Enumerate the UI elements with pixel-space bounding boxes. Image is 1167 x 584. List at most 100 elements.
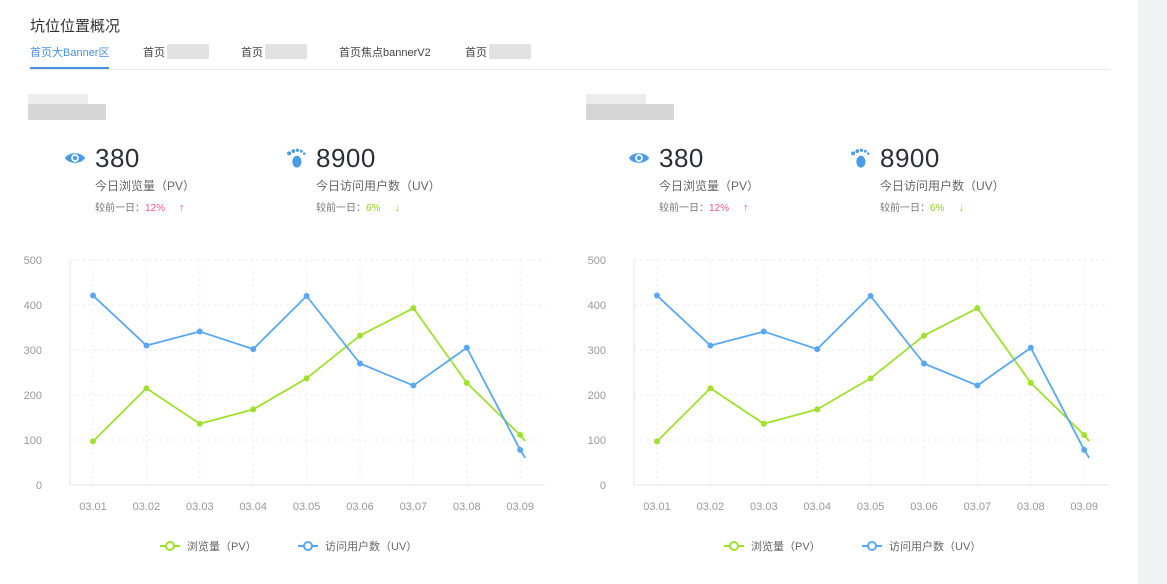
data-point-uv bbox=[410, 382, 417, 389]
x-tick-label: 03.05 bbox=[857, 501, 885, 513]
trend-chart-svg: 0 100 200 300 400 500 03.01 03.02 03.03 03.04 03.0… bbox=[588, 255, 1109, 553]
panel-left: 380 今日浏览量（PV） 较前一日：12% ↑ 8900 今日访问用户数（UV）… bbox=[0, 0, 560, 584]
pv-value: 380 bbox=[95, 143, 140, 173]
data-point-uv bbox=[90, 292, 96, 299]
data-point-pv bbox=[1081, 432, 1088, 439]
x-tick-label: 03.04 bbox=[239, 501, 267, 513]
arrow-down-icon: ↓ bbox=[394, 202, 400, 214]
legend-marker bbox=[729, 541, 739, 551]
legend-label: 访问用户数（UV） bbox=[325, 539, 417, 553]
data-point-pv bbox=[867, 375, 874, 382]
y-tick-label: 100 bbox=[24, 435, 42, 447]
data-point-uv bbox=[250, 346, 257, 353]
compare-value: 12% bbox=[145, 203, 166, 214]
arrow-up-icon: ↑ bbox=[179, 202, 185, 214]
legend-item-uv[interactable]: 访问用户数（UV） bbox=[862, 539, 981, 553]
uv-value: 8900 bbox=[316, 143, 376, 173]
footprint-icon bbox=[851, 148, 870, 168]
data-point-pv bbox=[974, 305, 981, 312]
tab-home-focus-banner-v2[interactable]: 首页焦点bannerV2 bbox=[339, 44, 431, 68]
legend-item-pv[interactable]: 浏览量（PV） bbox=[160, 539, 257, 553]
y-tick-label: 0 bbox=[36, 480, 42, 492]
x-tick-label: 03.07 bbox=[964, 501, 992, 513]
data-point-pv bbox=[517, 432, 524, 439]
eye-icon bbox=[628, 153, 650, 163]
compare-label: 较前一日： bbox=[95, 203, 145, 214]
y-tick-label: 100 bbox=[588, 435, 606, 447]
x-tick-label: 03.06 bbox=[346, 501, 374, 513]
uv-value: 8900 bbox=[880, 143, 940, 173]
x-tick-label: 03.08 bbox=[1017, 501, 1045, 513]
y-tick-label: 300 bbox=[24, 345, 42, 357]
y-tick-label: 200 bbox=[24, 390, 42, 402]
x-tick-label: 03.08 bbox=[453, 501, 481, 513]
y-tick-label: 500 bbox=[588, 255, 606, 267]
compare-value: 6% bbox=[930, 203, 945, 214]
trend-chart-svg: 0 100 200 300 400 500 03.01 03.02 03.03 03.04 03.0… bbox=[24, 255, 545, 553]
x-tick-label: 03.06 bbox=[910, 501, 938, 513]
x-tick-label: 03.07 bbox=[400, 501, 428, 513]
data-point-pv bbox=[463, 379, 470, 386]
legend-item-pv[interactable]: 浏览量（PV） bbox=[724, 539, 821, 553]
data-point-uv bbox=[196, 328, 203, 335]
redacted-panel-title bbox=[28, 94, 123, 122]
data-point-uv bbox=[1081, 446, 1088, 453]
x-tick-label: 03.09 bbox=[1070, 501, 1098, 513]
tab-label: 首页 bbox=[241, 47, 263, 59]
uv-label: 今日访问用户数（UV） bbox=[316, 179, 441, 193]
page-title: 坑位位置概况 bbox=[30, 18, 121, 35]
data-point-pv bbox=[143, 385, 150, 392]
data-point-uv bbox=[303, 293, 310, 299]
data-point-pv bbox=[1027, 379, 1034, 386]
tab-home-big-banner[interactable]: 首页大Banner区 bbox=[30, 44, 110, 69]
redacted-mask bbox=[489, 44, 531, 60]
x-tick-label: 03.03 bbox=[750, 501, 778, 513]
tab-label: 首页焦点bannerV2 bbox=[339, 47, 431, 59]
series-line-pv bbox=[656, 307, 1090, 442]
legend-item-uv[interactable]: 访问用户数（UV） bbox=[298, 539, 417, 553]
data-point-uv bbox=[974, 382, 981, 389]
data-point-pv bbox=[410, 305, 417, 312]
arrow-up-icon: ↑ bbox=[743, 202, 749, 214]
compare-value: 6% bbox=[366, 203, 381, 214]
arrow-down-icon: ↓ bbox=[958, 202, 964, 214]
data-point-uv bbox=[463, 344, 470, 351]
data-point-pv bbox=[814, 406, 821, 413]
data-point-pv bbox=[357, 332, 363, 339]
y-tick-label: 400 bbox=[24, 300, 42, 312]
uv-compare: 较前一日：6% ↓ bbox=[880, 199, 964, 214]
data-point-uv bbox=[760, 328, 767, 335]
compare-label: 较前一日： bbox=[659, 203, 709, 214]
tab-home-2[interactable]: 首页 bbox=[143, 44, 209, 68]
data-point-pv bbox=[707, 385, 714, 392]
compare-value: 12% bbox=[709, 203, 730, 214]
data-point-uv bbox=[814, 346, 821, 353]
eye-icon bbox=[64, 153, 86, 163]
pv-value: 380 bbox=[659, 143, 704, 173]
legend-marker bbox=[303, 541, 313, 551]
series-line-pv bbox=[92, 307, 526, 442]
tab-home-5[interactable]: 首页 bbox=[465, 44, 531, 68]
scroll-gutter bbox=[1138, 0, 1167, 584]
footprint-icon bbox=[287, 148, 306, 168]
data-point-uv bbox=[143, 342, 150, 349]
data-point-uv bbox=[357, 360, 363, 367]
uv-label: 今日访问用户数（UV） bbox=[880, 179, 1005, 193]
data-point-uv bbox=[654, 292, 660, 299]
data-point-pv bbox=[654, 438, 660, 445]
data-point-uv bbox=[707, 342, 714, 349]
pv-label: 今日浏览量（PV） bbox=[659, 179, 760, 193]
data-point-pv bbox=[760, 420, 767, 427]
data-point-uv bbox=[921, 360, 927, 367]
x-tick-label: 03.01 bbox=[643, 501, 671, 513]
pv-compare: 较前一日：12% ↑ bbox=[659, 199, 749, 214]
pv-compare: 较前一日：12% ↑ bbox=[95, 199, 185, 214]
tab-home-3[interactable]: 首页 bbox=[241, 44, 307, 68]
y-tick-label: 300 bbox=[588, 345, 606, 357]
uv-compare: 较前一日：6% ↓ bbox=[316, 199, 400, 214]
data-point-pv bbox=[250, 406, 257, 413]
y-tick-label: 0 bbox=[600, 480, 606, 492]
data-point-pv bbox=[90, 438, 96, 445]
x-tick-label: 03.09 bbox=[506, 501, 534, 513]
legend-label: 浏览量（PV） bbox=[187, 539, 257, 553]
